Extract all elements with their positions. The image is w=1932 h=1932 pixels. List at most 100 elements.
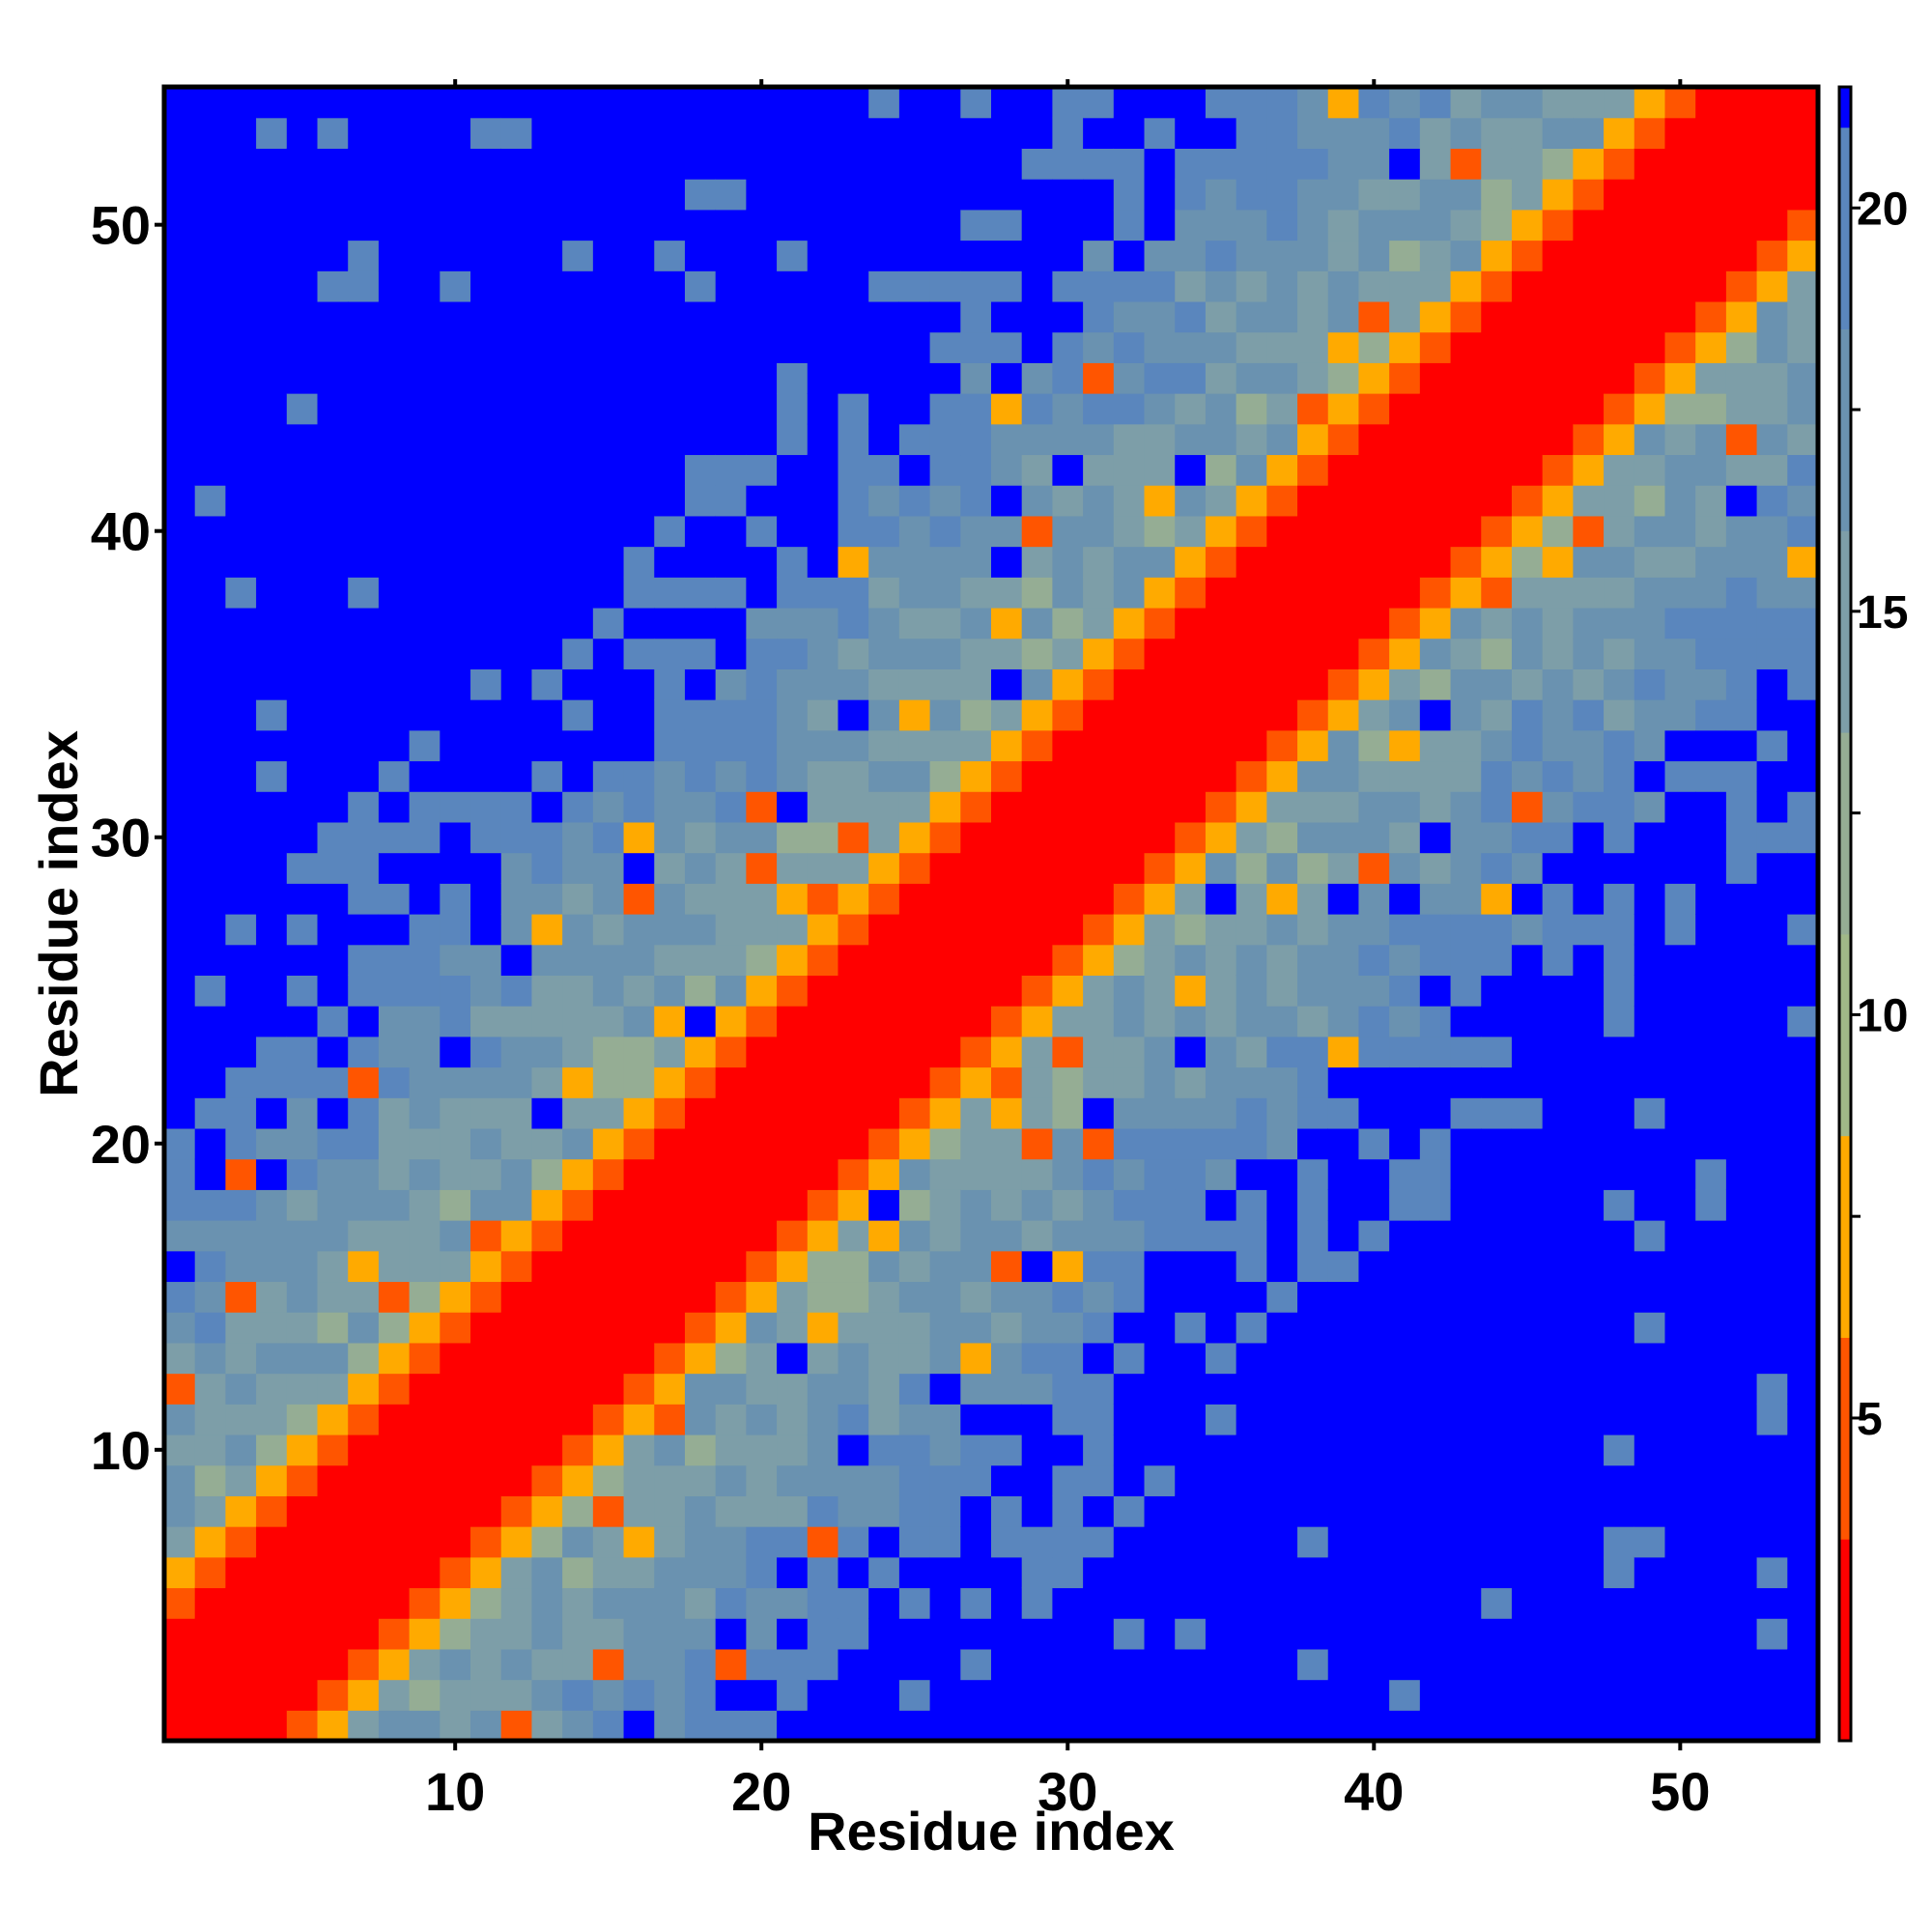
- heatmap-cell: [1542, 1220, 1574, 1252]
- heatmap-cell: [1389, 300, 1421, 333]
- heatmap-cell: [1511, 760, 1544, 792]
- heatmap-cell: [1175, 87, 1207, 119]
- heatmap-cell: [1419, 1097, 1452, 1129]
- heatmap-cell: [929, 1342, 961, 1375]
- heatmap-cell: [317, 1618, 349, 1650]
- heatmap-cell: [1787, 1464, 1819, 1496]
- heatmap-cell: [1021, 300, 1053, 333]
- heatmap-cell: [440, 1373, 471, 1405]
- heatmap-cell: [1052, 1189, 1084, 1221]
- heatmap-cell: [1481, 791, 1513, 823]
- heatmap-cell: [440, 1679, 471, 1711]
- heatmap-cell: [348, 423, 380, 456]
- heatmap-cell: [715, 209, 747, 242]
- heatmap-cell: [898, 454, 931, 486]
- heatmap-cell: [500, 1404, 533, 1435]
- heatmap-cell: [715, 423, 747, 456]
- heatmap-cell: [1634, 454, 1666, 486]
- heatmap-cell: [1113, 240, 1146, 271]
- heatmap-cell: [1236, 148, 1267, 180]
- colorbar-tick-label: 15: [1857, 587, 1908, 639]
- heatmap-cell: [1756, 668, 1788, 700]
- heatmap-cell: [929, 1250, 961, 1283]
- heatmap-cell: [807, 1036, 839, 1068]
- heatmap-cell: [470, 607, 502, 639]
- heatmap-cell: [470, 485, 502, 517]
- heatmap-cell: [623, 1464, 655, 1496]
- heatmap-cell: [1205, 729, 1237, 762]
- heatmap-cell: [286, 331, 319, 363]
- heatmap-cell: [164, 179, 196, 211]
- heatmap-cell: [1052, 729, 1084, 762]
- heatmap-cell: [286, 1464, 319, 1496]
- heatmap-cell: [1419, 607, 1452, 639]
- heatmap-cell: [1756, 914, 1788, 946]
- heatmap-cell: [378, 1220, 411, 1252]
- heatmap-cell: [1021, 270, 1053, 302]
- heatmap-cell: [1083, 1158, 1115, 1190]
- heatmap-cell: [440, 300, 471, 333]
- heatmap-cell: [500, 1066, 533, 1098]
- heatmap-cell: [286, 1066, 319, 1098]
- heatmap-cell: [317, 1312, 349, 1344]
- heatmap-cell: [1695, 240, 1727, 271]
- heatmap-cell: [1450, 1373, 1482, 1405]
- heatmap-cell: [1604, 1127, 1635, 1160]
- heatmap-cell: [1725, 1281, 1758, 1313]
- heatmap-cell: [1664, 331, 1696, 363]
- heatmap-cell: [684, 1587, 717, 1619]
- heatmap-cell: [1725, 852, 1758, 884]
- heatmap-cell: [409, 1373, 440, 1405]
- heatmap-cell: [838, 1464, 869, 1496]
- heatmap-cell: [1083, 1526, 1115, 1558]
- heatmap-cell: [1481, 1556, 1513, 1589]
- heatmap-cell: [1021, 179, 1053, 211]
- heatmap-cell: [623, 1097, 655, 1129]
- heatmap-cell: [807, 1312, 839, 1344]
- heatmap-cell: [1481, 1158, 1513, 1190]
- heatmap-cell: [1787, 1036, 1819, 1068]
- heatmap-cell: [194, 331, 226, 363]
- heatmap-cell: [592, 699, 625, 731]
- heatmap-cell: [1175, 1158, 1207, 1190]
- heatmap-cell: [1664, 883, 1696, 915]
- heatmap-cell: [1236, 331, 1267, 363]
- heatmap-cell: [409, 1618, 440, 1650]
- heatmap-cell: [1695, 975, 1727, 1007]
- heatmap-cell: [1511, 1127, 1544, 1160]
- heatmap-cell: [1297, 1097, 1329, 1129]
- heatmap-cell: [777, 362, 809, 394]
- heatmap-cell: [1389, 423, 1421, 456]
- heatmap-cell: [1419, 668, 1452, 700]
- heatmap-cell: [868, 821, 900, 854]
- heatmap-cell: [1236, 1587, 1267, 1619]
- heatmap-cell: [1236, 821, 1267, 854]
- heatmap-cell: [378, 485, 411, 517]
- heatmap-cell: [409, 944, 440, 976]
- heatmap-cell: [1481, 1189, 1513, 1221]
- heatmap-cell: [225, 729, 257, 762]
- heatmap-cell: [1358, 1404, 1390, 1435]
- heatmap-cell: [409, 729, 440, 762]
- heatmap-cell: [1083, 87, 1115, 119]
- heatmap-cell: [991, 1587, 1023, 1619]
- heatmap-cell: [1389, 944, 1421, 976]
- heatmap-cell: [1481, 1342, 1513, 1375]
- heatmap-cell: [562, 393, 594, 425]
- heatmap-cell: [1695, 1618, 1727, 1650]
- heatmap-cell: [1450, 1710, 1482, 1742]
- heatmap-cell: [1175, 699, 1207, 731]
- heatmap-cell: [1083, 1006, 1115, 1037]
- heatmap-cell: [868, 1556, 900, 1589]
- heatmap-cell: [378, 1036, 411, 1068]
- heatmap-cell: [1481, 1312, 1513, 1344]
- heatmap-cell: [991, 1404, 1023, 1435]
- heatmap-cell: [1327, 546, 1360, 578]
- heatmap-cell: [500, 944, 533, 976]
- heatmap-cell: [1419, 1189, 1452, 1221]
- heatmap-cell: [1358, 393, 1390, 425]
- heatmap-cell: [1052, 1158, 1084, 1190]
- heatmap-cell: [1236, 454, 1267, 486]
- heatmap-cell: [348, 883, 380, 915]
- heatmap-cell: [1205, 1464, 1237, 1496]
